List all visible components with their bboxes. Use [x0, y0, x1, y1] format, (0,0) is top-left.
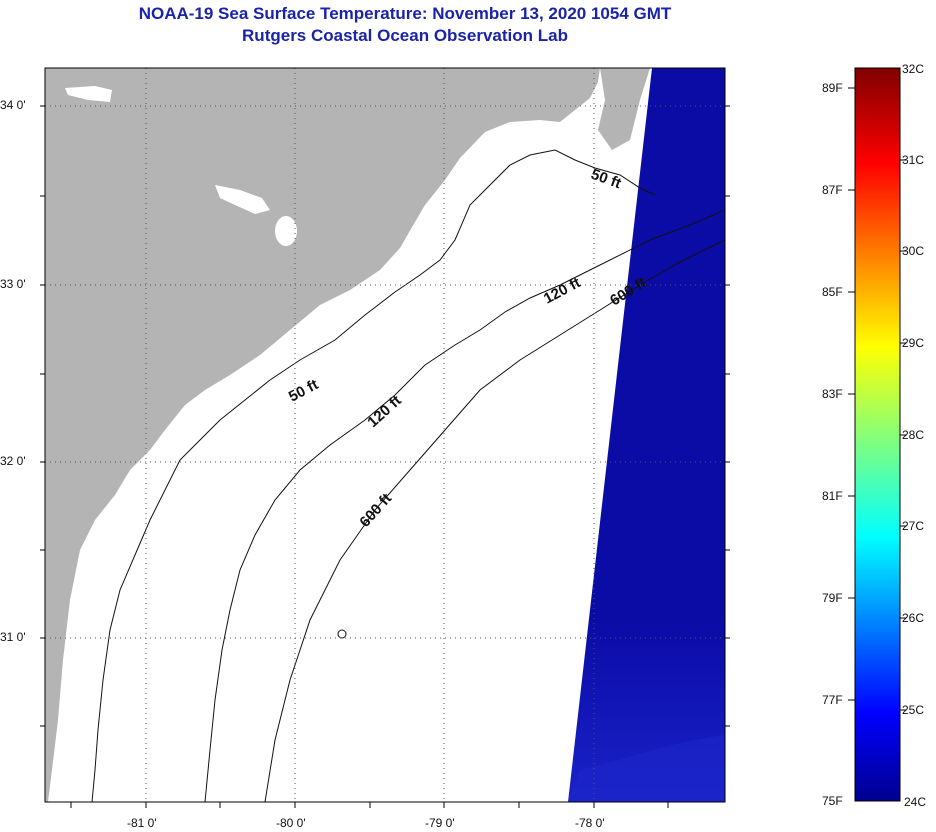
- lon-label: -79 0': [425, 816, 455, 830]
- map-frame: [44, 67, 726, 803]
- colorbar-c-label: 25C: [902, 703, 925, 717]
- colorbar-c-label: 26C: [902, 611, 925, 625]
- colorbar-c-label: 24C: [904, 795, 927, 809]
- colorbar-f-label: 85F: [822, 285, 843, 299]
- graticule: [45, 68, 725, 802]
- map-subtitle: Rutgers Coastal Ocean Observation Lab: [242, 26, 568, 45]
- sst-swath: [568, 68, 725, 802]
- lat-label: 31 0': [0, 630, 26, 644]
- colorbar-f-label: 83F: [822, 387, 843, 401]
- contour-120ft: [204, 209, 725, 802]
- colorbar-c-label: 32C: [902, 62, 925, 76]
- colorbar-ticks: [848, 87, 906, 711]
- inland-lake: [215, 185, 270, 214]
- colorbar: [854, 67, 901, 802]
- colorbar-c-label: 30C: [902, 244, 925, 258]
- lat-label: 33 0': [0, 277, 26, 291]
- colorbar-f-label: 87F: [822, 183, 843, 197]
- map-title: NOAA-19 Sea Surface Temperature: Novembe…: [138, 4, 672, 23]
- colorbar-f-label: 89F: [822, 81, 843, 95]
- axis-ticks: [40, 105, 730, 808]
- colorbar-c-label: 31C: [902, 153, 925, 167]
- colorbar-f-label: 77F: [822, 693, 843, 707]
- colorbar-f-label: 79F: [822, 591, 843, 605]
- contour-600ft: [264, 239, 725, 802]
- colorbar-c-label: 27C: [902, 519, 925, 533]
- lat-label: 34 0': [0, 98, 26, 112]
- sst-warm-patch: [568, 735, 725, 802]
- colorbar-f-label: 75F: [822, 794, 843, 808]
- lon-label: -81 0': [127, 816, 157, 830]
- colorbar-c-label: 29C: [902, 336, 925, 350]
- lon-label: -80 0': [276, 816, 306, 830]
- contour-600ft-islet: [337, 629, 347, 639]
- land-mass: [45, 68, 600, 802]
- lon-label: -78 0': [575, 816, 605, 830]
- lat-label: 32 0': [0, 454, 26, 468]
- contour-50ft: [91, 149, 656, 802]
- colorbar-f-label: 81F: [822, 489, 843, 503]
- colorbar-c-label: 28C: [902, 428, 925, 442]
- inland-lake: [65, 86, 112, 102]
- land-mass: [598, 68, 650, 150]
- inland-lake: [275, 216, 297, 246]
